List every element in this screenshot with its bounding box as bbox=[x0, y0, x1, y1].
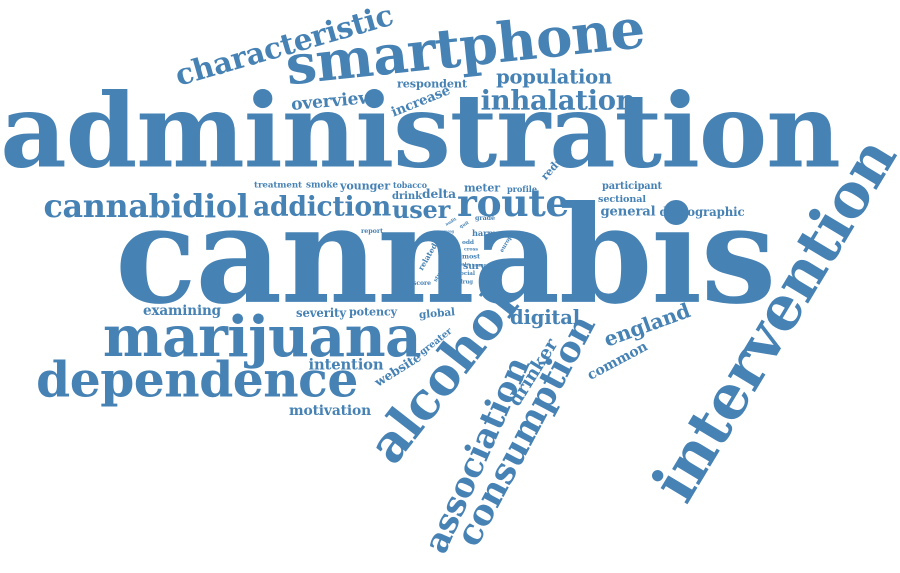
word-most: most bbox=[462, 252, 480, 261]
word-marijuana: marijuana bbox=[102, 303, 422, 370]
word-user: user bbox=[391, 194, 451, 224]
word-score: score bbox=[413, 279, 431, 287]
word-profile: profile bbox=[507, 183, 537, 194]
word-addiction: addiction bbox=[253, 191, 391, 223]
word-severity: severity bbox=[296, 306, 346, 321]
word-sectional: sectional bbox=[598, 194, 646, 206]
word-potency: potency bbox=[349, 305, 397, 319]
word-report: report bbox=[361, 227, 383, 235]
word-digital: digital bbox=[510, 306, 580, 330]
word-participant: participant bbox=[602, 181, 662, 193]
word-smoke: smoke bbox=[306, 180, 338, 191]
word-respondent: respondent bbox=[396, 76, 468, 91]
word-delta: delta bbox=[422, 186, 456, 201]
word-administration: administration bbox=[0, 71, 841, 192]
word-inhalation: inhalation bbox=[480, 84, 636, 117]
word-intention: intention bbox=[308, 356, 384, 374]
word-examining: examining bbox=[143, 303, 221, 320]
word-odd: odd bbox=[462, 239, 474, 247]
word-tobacco: tobacco bbox=[393, 181, 427, 191]
word-insure: insure bbox=[472, 263, 484, 268]
word-cross: cross bbox=[464, 246, 478, 253]
word-drink: drink bbox=[392, 190, 422, 202]
word-grade: grade bbox=[475, 214, 495, 222]
word-general: general bbox=[600, 204, 656, 220]
word-survey: survey bbox=[463, 261, 497, 273]
word-treatment: treatment bbox=[254, 180, 302, 191]
word-drug: drug bbox=[458, 279, 474, 286]
word-meter: meter bbox=[464, 181, 500, 195]
word-younger: younger bbox=[340, 179, 390, 193]
word-cannabis: cannabis bbox=[114, 175, 776, 334]
word-harm: harm bbox=[472, 227, 496, 238]
word-data: data bbox=[458, 261, 470, 268]
word-among: among bbox=[442, 229, 454, 234]
word-population: population bbox=[496, 65, 612, 89]
word-dependence: dependence bbox=[36, 351, 358, 409]
word-route: route bbox=[457, 181, 569, 226]
word-social: social bbox=[457, 271, 475, 278]
word-cannabidiol: cannabidiol bbox=[43, 188, 249, 226]
word-demographic: demographic bbox=[659, 205, 745, 220]
word-motivation: motivation bbox=[288, 403, 372, 420]
